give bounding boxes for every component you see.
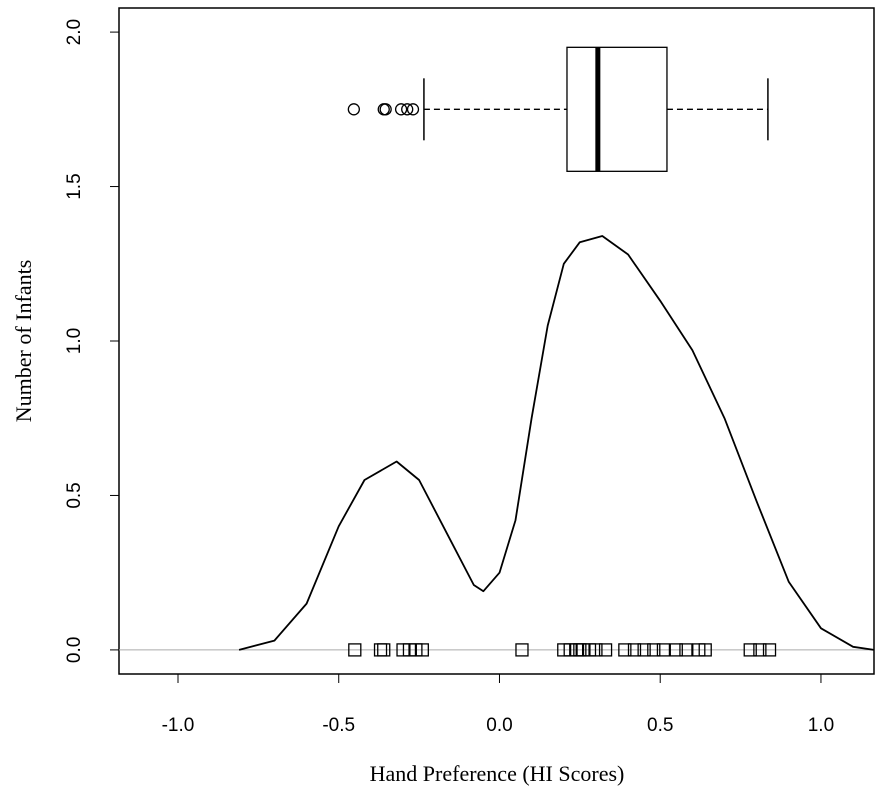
rug-mark — [647, 643, 661, 657]
outlier — [379, 103, 392, 116]
outlier — [406, 103, 420, 116]
box — [566, 46, 668, 172]
y-axis-label: Number of Infants — [11, 260, 36, 423]
outlier — [394, 103, 408, 116]
rug-mark — [627, 643, 642, 657]
y-tick-label: 2.0 — [64, 19, 85, 45]
rug-mark — [762, 643, 777, 657]
outlier — [347, 103, 360, 116]
x-tick-label: 0.5 — [647, 715, 673, 736]
rug-mark — [415, 643, 429, 657]
y-tick-label: 1.0 — [64, 328, 85, 354]
rug-mark — [698, 643, 712, 657]
y-tick-label: 0.0 — [64, 637, 85, 663]
y-tick-label: 1.5 — [64, 173, 85, 199]
rug-mark — [598, 643, 613, 657]
y-tick-label: 0.5 — [64, 482, 85, 508]
outlier — [401, 103, 414, 116]
rug-mark — [348, 643, 362, 657]
plot-frame — [118, 7, 875, 675]
rug-mark — [618, 643, 632, 657]
x-tick-label: 1.0 — [808, 715, 834, 736]
rug-mark — [743, 643, 757, 657]
rug-mark — [656, 643, 671, 657]
rug-mark — [637, 643, 651, 657]
rug-mark — [669, 643, 683, 657]
rug-mark — [589, 643, 603, 657]
x-tick-label: -0.5 — [322, 715, 355, 736]
rug-mark — [679, 643, 693, 657]
density-curve — [238, 235, 875, 651]
x-tick-label: 0.0 — [486, 715, 512, 736]
rug-mark — [753, 643, 767, 657]
x-tick-label: -1.0 — [162, 715, 195, 736]
x-axis-label: Hand Preference (HI Scores) — [370, 761, 625, 786]
rug-mark — [515, 643, 529, 657]
rug-mark — [377, 643, 391, 657]
